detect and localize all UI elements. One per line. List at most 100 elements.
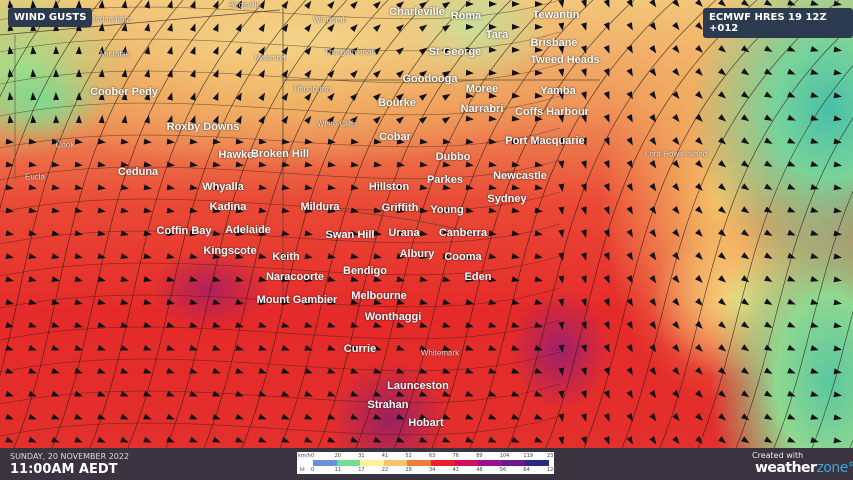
wind-arrow — [672, 390, 680, 399]
wind-arrow — [373, 207, 382, 214]
wind-arrow — [51, 138, 60, 145]
wind-arrow — [764, 114, 773, 121]
wind-arrow — [488, 207, 497, 214]
wind-arrow — [143, 230, 152, 237]
wind-arrow — [74, 184, 83, 191]
wind-arrow — [603, 45, 610, 54]
wind-arrow — [304, 161, 313, 168]
wind-arrow — [626, 229, 633, 238]
wind-arrow — [419, 276, 428, 282]
wind-arrow — [695, 344, 703, 352]
wind-arrow — [121, 46, 128, 55]
wind-arrow — [143, 184, 152, 191]
wind-arrow — [603, 183, 610, 192]
wind-arrow — [603, 206, 610, 215]
wind-arrow — [53, 0, 60, 9]
wind-arrow — [258, 69, 265, 78]
wind-arrow — [350, 367, 359, 374]
wind-arrow — [672, 45, 680, 54]
wind-arrow — [787, 160, 796, 167]
wind-arrow — [672, 137, 680, 146]
wind-arrow — [465, 46, 474, 53]
wind-arrow — [764, 137, 773, 144]
wind-arrow — [212, 161, 221, 168]
wind-arrow — [465, 253, 474, 260]
wind-arrow — [51, 367, 60, 374]
wind-arrow — [534, 344, 543, 351]
wind-arrow — [350, 184, 359, 191]
wind-arrow — [511, 299, 520, 305]
wind-arrow — [465, 276, 474, 282]
wind-arrow — [718, 160, 727, 168]
wind-arrow — [28, 390, 37, 397]
wind-arrow — [143, 138, 152, 145]
wind-arrow — [718, 114, 727, 122]
wind-arrow — [488, 390, 497, 397]
wind-arrow — [488, 367, 497, 374]
wind-arrow — [718, 321, 727, 329]
wind-arrow — [558, 183, 565, 192]
wind-arrow — [7, 92, 14, 101]
wind-arrow — [603, 0, 610, 8]
wind-arrow — [442, 207, 451, 214]
wind-arrow — [167, 69, 173, 78]
wind-arrow — [30, 92, 37, 101]
wind-gust-map[interactable]: Charleville Roma Tewantin Tara Brisbane … — [0, 0, 853, 448]
legend-tick: 31 — [358, 453, 365, 459]
city-label: Roma — [450, 10, 482, 22]
city-label: Launceston — [387, 380, 449, 392]
wind-arrow — [581, 91, 587, 100]
streamline — [0, 95, 561, 117]
wind-arrow — [442, 116, 451, 124]
wind-arrow — [603, 436, 610, 445]
wind-arrow — [235, 46, 242, 55]
streamline — [393, 0, 594, 448]
wind-arrow — [695, 45, 703, 53]
wind-arrow — [465, 115, 474, 122]
wind-arrow — [810, 345, 819, 351]
wind-arrow — [5, 161, 14, 168]
wind-arrow — [534, 413, 543, 420]
wind-arrow — [511, 23, 520, 30]
wind-arrow — [281, 92, 289, 101]
wind-arrow — [488, 46, 497, 53]
wind-arrow — [442, 230, 451, 237]
wind-arrow — [75, 115, 82, 124]
wind-arrow — [442, 390, 451, 397]
wind-arrow — [304, 390, 313, 397]
wind-arrow — [465, 207, 474, 214]
wind-arrow — [558, 367, 565, 376]
wind-arrow — [327, 253, 336, 260]
city-label: Cobar — [379, 131, 411, 143]
legend-kmh-row: km/h 0 20 31 41 52 63 76 89 104 119 237 — [297, 453, 557, 461]
legend-tick: 22 — [381, 467, 389, 473]
wind-arrow — [558, 298, 565, 307]
wind-arrow — [649, 183, 657, 192]
streamline — [203, 0, 389, 448]
wind-arrow — [603, 137, 610, 146]
wind-arrow — [626, 137, 633, 146]
color-legend: km/h 0 20 31 41 52 63 76 89 104 119 237 kt 0 11 17 22 28… — [297, 452, 557, 474]
wind-arrow — [810, 207, 819, 213]
wind-arrow — [764, 91, 773, 98]
wind-arrow — [166, 321, 175, 328]
wind-arrow — [167, 46, 173, 55]
wind-arrow — [166, 436, 175, 443]
wind-arrow — [373, 24, 381, 32]
wind-arrow — [718, 298, 727, 306]
wind-arrow — [396, 47, 405, 55]
wind-arrow — [419, 24, 428, 32]
wind-arrow — [97, 367, 106, 374]
wind-arrow — [396, 390, 405, 397]
wind-arrow — [74, 161, 83, 168]
wind-arrow — [235, 0, 242, 9]
wind-arrow — [189, 253, 198, 260]
wind-arrow — [53, 46, 60, 55]
wind-arrow — [626, 0, 633, 8]
wind-arrow — [741, 390, 750, 398]
wind-arrow — [144, 23, 151, 32]
wind-arrow — [764, 390, 773, 397]
wind-arrow — [833, 69, 842, 76]
wind-arrow — [695, 22, 703, 30]
wind-arrow — [603, 298, 610, 307]
